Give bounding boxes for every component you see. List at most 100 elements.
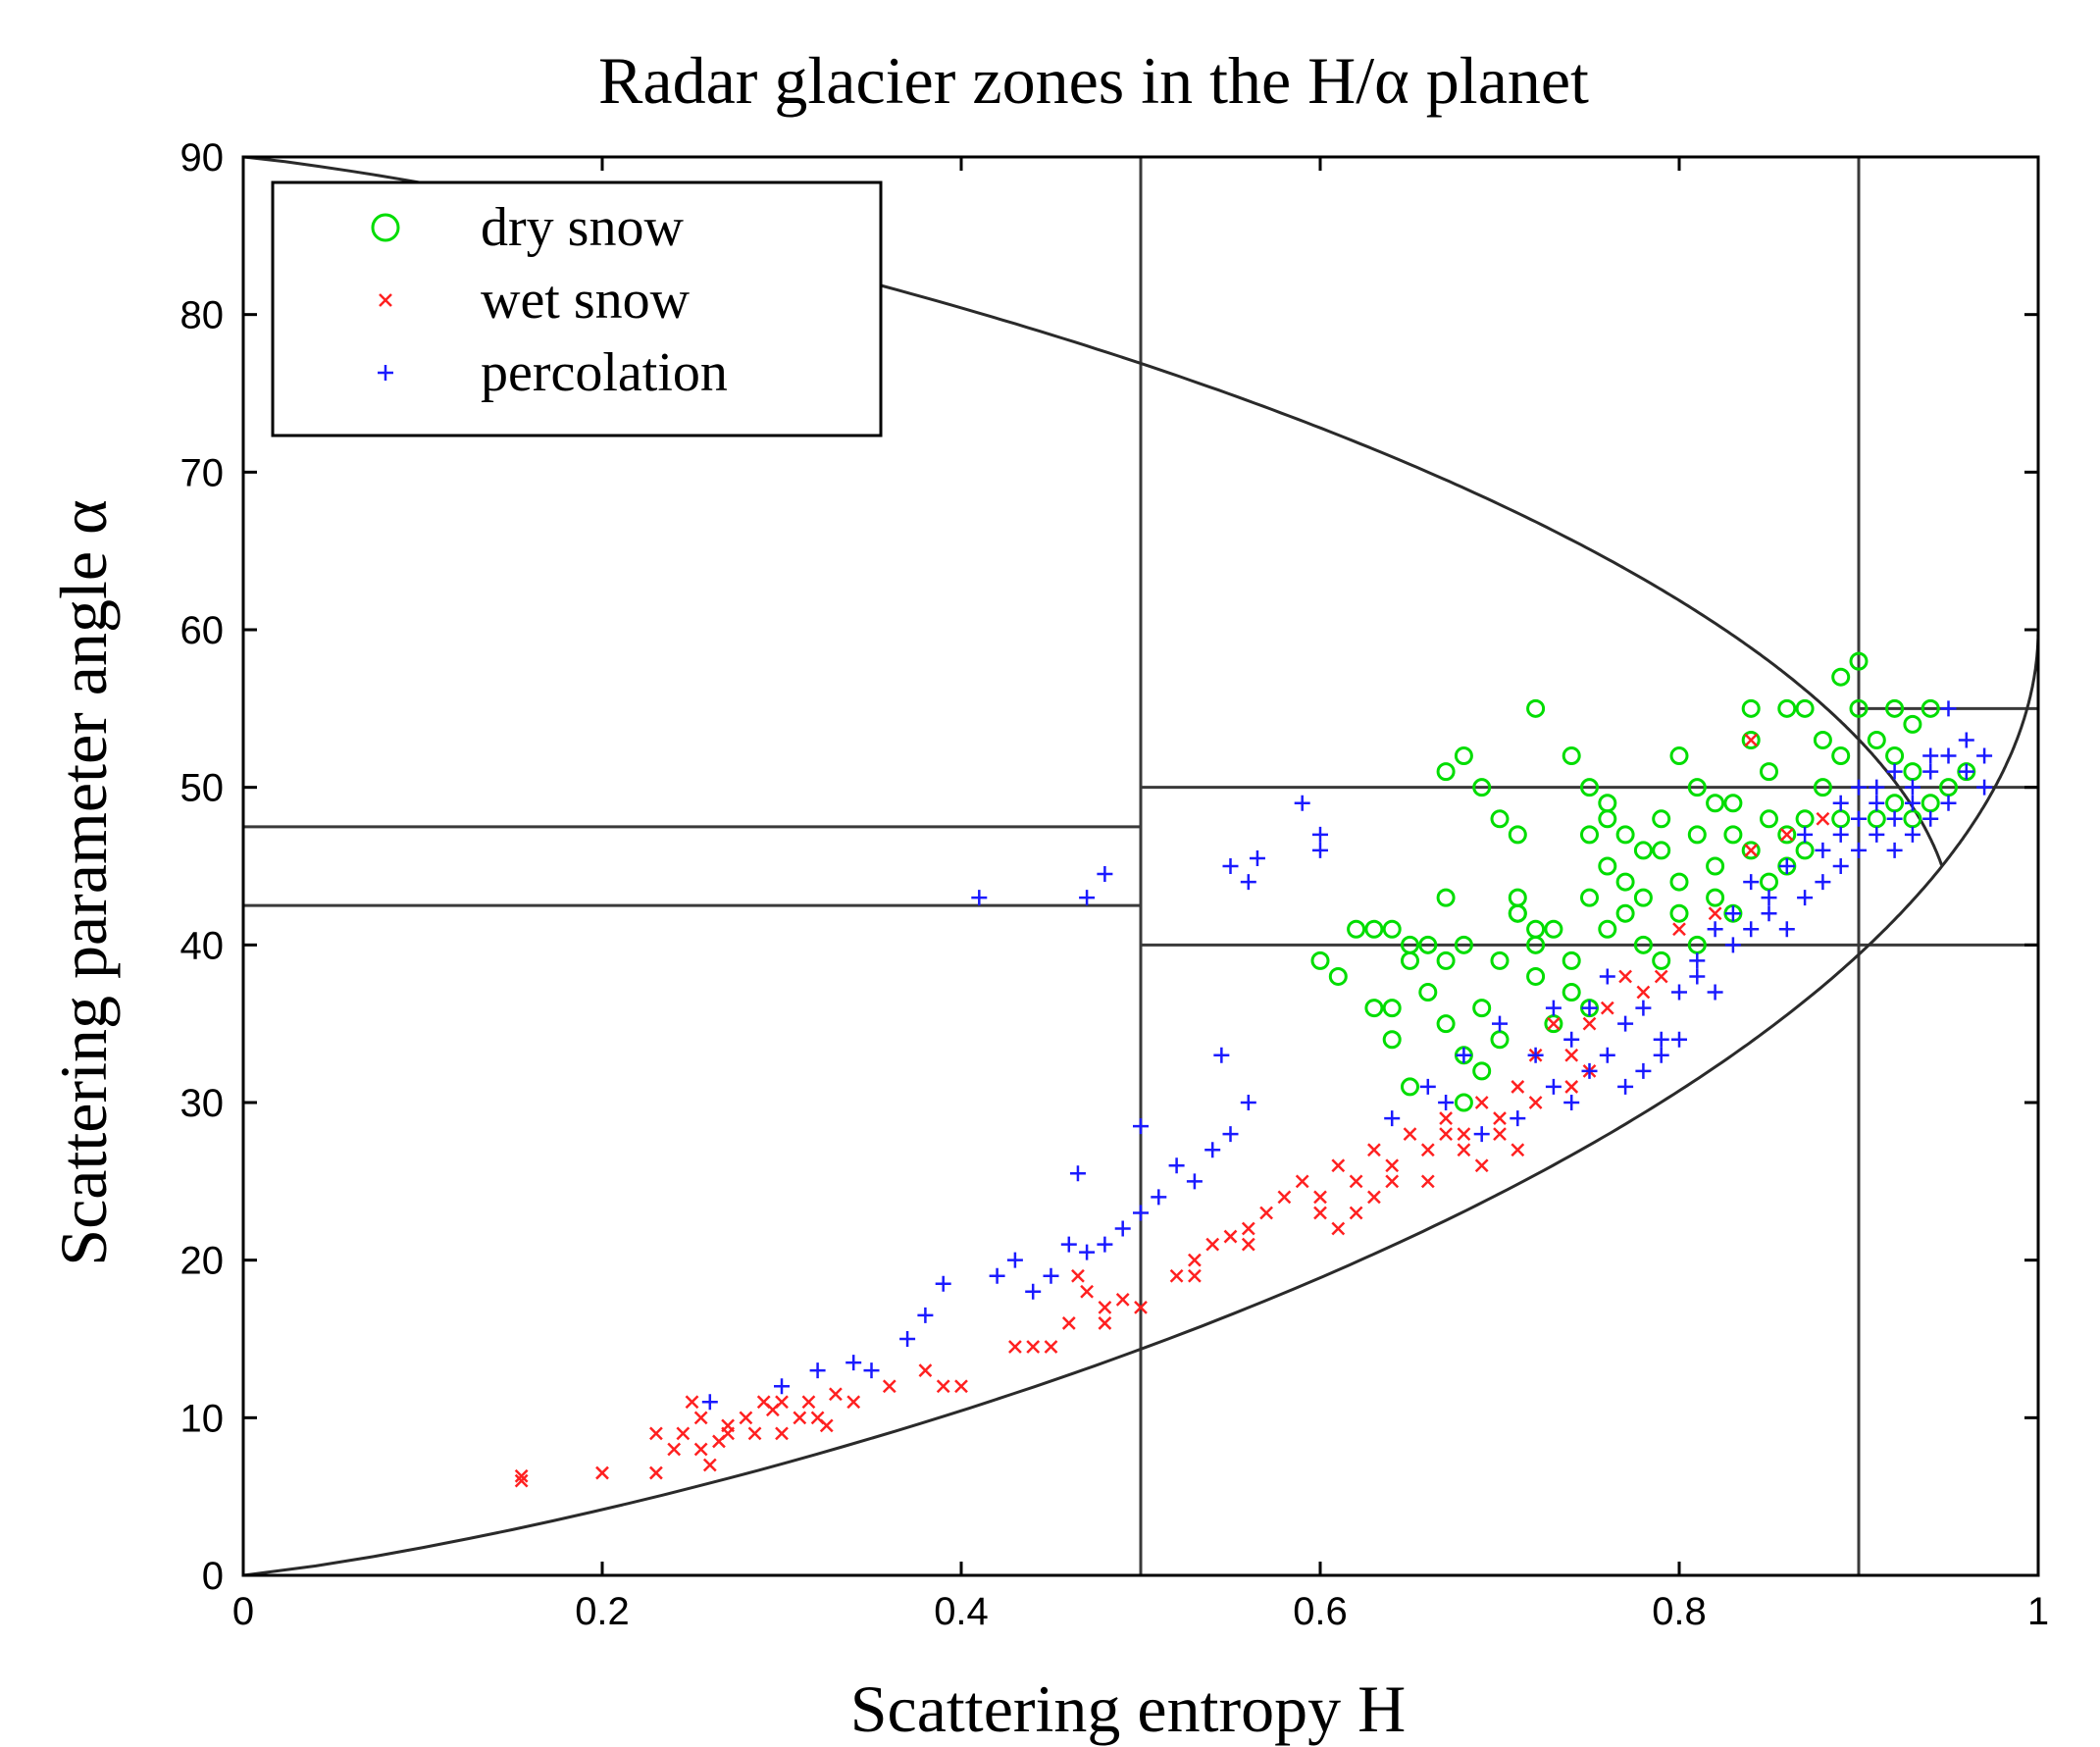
- data-point-dry-snow: [1777, 698, 1797, 718]
- y-tick-label: 40: [180, 924, 225, 967]
- data-point-dry-snow: [1760, 872, 1778, 892]
- data-point-dry-snow: [1401, 951, 1419, 970]
- data-point-dry-snow: [1598, 856, 1617, 876]
- data-point-percolation: [1940, 747, 1957, 764]
- data-point-percolation: [1922, 810, 1939, 827]
- data-point-dry-snow: [1382, 1030, 1402, 1050]
- data-point-wet-snow: [1385, 1158, 1400, 1173]
- data-point-dry-snow: [1347, 919, 1366, 939]
- data-point-wet-snow: [1403, 1127, 1417, 1142]
- data-point-wet-snow: [1654, 969, 1668, 984]
- y-axis-label: Scattering parameter angle α: [46, 499, 121, 1265]
- data-point-percolation: [1778, 921, 1795, 938]
- y-tick-label: 60: [180, 609, 225, 652]
- data-point-percolation: [917, 1307, 934, 1323]
- data-point-wet-snow: [1367, 1143, 1381, 1157]
- data-point-percolation: [774, 1378, 790, 1395]
- data-point-dry-snow: [1903, 762, 1922, 782]
- data-point-wet-snow: [595, 1465, 609, 1480]
- data-point-wet-snow: [1026, 1340, 1041, 1354]
- data-point-percolation: [1599, 1047, 1615, 1063]
- data-point-dry-snow: [1364, 919, 1384, 939]
- data-point-wet-snow: [1295, 1174, 1309, 1189]
- data-point-percolation: [1724, 937, 1741, 953]
- data-point-dry-snow: [1723, 794, 1743, 813]
- data-point-dry-snow: [1562, 983, 1581, 1002]
- data-point-percolation: [1043, 1267, 1059, 1284]
- data-point-wet-snow: [1420, 1143, 1435, 1157]
- data-point-dry-snow: [1544, 919, 1563, 939]
- data-point-percolation: [1761, 890, 1777, 906]
- data-point-dry-snow: [1598, 919, 1617, 939]
- data-point-dry-snow: [1706, 888, 1725, 907]
- data-point-dry-snow: [1706, 794, 1725, 813]
- data-point-percolation: [1581, 1062, 1598, 1079]
- y-tick-label: 50: [180, 767, 225, 810]
- data-point-percolation: [1761, 905, 1777, 922]
- data-point-wet-snow: [667, 1442, 682, 1457]
- data-point-dry-snow: [1903, 714, 1922, 734]
- data-point-dry-snow: [1615, 825, 1635, 845]
- data-point-percolation: [1689, 952, 1706, 969]
- data-point-dry-snow: [1418, 983, 1438, 1002]
- data-point-percolation: [1707, 921, 1723, 938]
- data-point-wet-snow: [775, 1426, 789, 1441]
- data-point-percolation: [1635, 1062, 1652, 1079]
- data-point-wet-snow: [1188, 1253, 1202, 1267]
- data-point-percolation: [1222, 1126, 1239, 1143]
- data-point-percolation: [1976, 779, 1993, 796]
- data-point-dry-snow: [1598, 794, 1617, 813]
- x-tick-label: 0.2: [575, 1590, 630, 1633]
- data-point-percolation: [1635, 1000, 1652, 1016]
- data-point-percolation: [1653, 1047, 1669, 1063]
- data-point-wet-snow: [739, 1411, 753, 1425]
- data-point-wet-snow: [801, 1395, 816, 1410]
- data-point-dry-snow: [1526, 966, 1546, 986]
- data-point-percolation: [1886, 842, 1903, 858]
- data-point-percolation: [1545, 1078, 1562, 1095]
- data-point-wet-snow: [1080, 1284, 1094, 1299]
- data-point-dry-snow: [1310, 951, 1330, 970]
- data-point-dry-snow: [1831, 667, 1851, 687]
- data-point-percolation: [1922, 747, 1939, 764]
- data-point-percolation: [1832, 826, 1849, 843]
- data-point-percolation: [1617, 1078, 1634, 1095]
- data-point-wet-snow: [1564, 1048, 1579, 1062]
- data-point-wet-snow: [676, 1426, 691, 1441]
- y-tick-label: 90: [180, 136, 225, 180]
- data-point-dry-snow: [1562, 746, 1581, 766]
- data-point-wet-snow: [1313, 1190, 1327, 1205]
- data-point-percolation: [1581, 1000, 1598, 1016]
- data-point-percolation: [1563, 1095, 1580, 1110]
- data-point-percolation: [1976, 747, 1993, 764]
- data-point-wet-snow: [1385, 1174, 1400, 1189]
- data-point-percolation: [1904, 779, 1921, 796]
- data-point-dry-snow: [1436, 762, 1456, 782]
- data-point-wet-snow: [514, 1473, 529, 1488]
- data-point-dry-snow: [1580, 825, 1599, 845]
- data-point-percolation: [1079, 890, 1096, 906]
- y-tick-label: 80: [180, 294, 225, 337]
- data-point-percolation: [899, 1331, 916, 1347]
- data-point-wet-snow: [514, 1468, 529, 1483]
- data-point-wet-snow: [1457, 1143, 1471, 1157]
- data-point-percolation: [845, 1355, 862, 1371]
- data-point-wet-snow: [1223, 1229, 1238, 1244]
- data-point-wet-snow: [954, 1379, 968, 1394]
- data-point-wet-snow: [1511, 1143, 1525, 1157]
- data-points: [514, 651, 1993, 1488]
- data-point-percolation: [1168, 1157, 1185, 1174]
- data-point-percolation: [1204, 1142, 1221, 1158]
- data-point-percolation: [1617, 1015, 1634, 1032]
- data-point-percolation: [1186, 1173, 1203, 1190]
- data-point-wet-snow: [693, 1411, 708, 1425]
- data-point-percolation: [1240, 1095, 1256, 1110]
- data-point-dry-snow: [1436, 888, 1456, 907]
- y-tick-label: 0: [202, 1555, 224, 1598]
- data-point-wet-snow: [1474, 1096, 1489, 1109]
- legend: dry snow wet snow percolation: [271, 180, 883, 437]
- data-point-percolation: [1940, 700, 1957, 717]
- data-point-percolation: [1832, 795, 1849, 811]
- data-point-percolation: [1851, 779, 1867, 796]
- data-point-percolation: [1213, 1047, 1230, 1063]
